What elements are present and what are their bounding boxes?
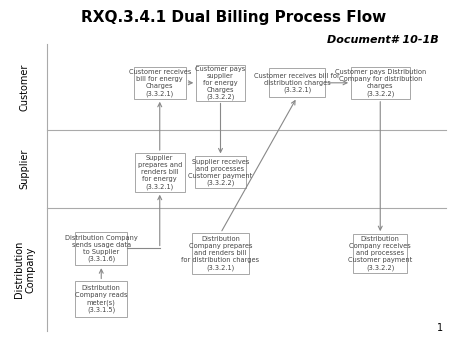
FancyBboxPatch shape (351, 67, 410, 99)
Text: Distribution
Company reads
meter(s)
(3.3.1.5): Distribution Company reads meter(s) (3.3… (75, 285, 127, 313)
FancyBboxPatch shape (76, 281, 127, 317)
FancyBboxPatch shape (194, 156, 247, 189)
Text: Supplier
prepares and
renders bill
for energy
(3.3.2.1): Supplier prepares and renders bill for e… (138, 155, 182, 190)
Text: 1: 1 (437, 323, 443, 333)
Text: Document# 10-1B: Document# 10-1B (327, 35, 439, 46)
Text: Customer receives
bill for energy
Charges
(3.3.2.1): Customer receives bill for energy Charge… (129, 69, 191, 97)
FancyBboxPatch shape (193, 233, 248, 274)
FancyBboxPatch shape (135, 153, 184, 192)
Text: Customer pays
supplier
for energy
Charges
(3.3.2.2): Customer pays supplier for energy Charge… (195, 66, 246, 100)
FancyBboxPatch shape (134, 67, 185, 99)
Text: Supplier receives
and processes
Customer payment
(3.3.2.2): Supplier receives and processes Customer… (189, 159, 252, 186)
Text: Customer: Customer (20, 63, 30, 111)
FancyBboxPatch shape (196, 65, 245, 101)
FancyBboxPatch shape (76, 232, 127, 265)
Text: Distribution Company
sends usage data
to Supplier
(3.3.1.6): Distribution Company sends usage data to… (65, 235, 138, 262)
Text: Distribution
Company receives
and processes
Customer payment
(3.3.2.2): Distribution Company receives and proces… (348, 236, 412, 271)
Text: Customer receives bill for
distribution charges
(3.3.2.1): Customer receives bill for distribution … (254, 73, 340, 93)
Text: Distribution
Company prepares
and renders bill
for distribution charges
(3.3.2.1: Distribution Company prepares and render… (181, 236, 260, 271)
Text: RXQ.3.4.1 Dual Billing Process Flow: RXQ.3.4.1 Dual Billing Process Flow (81, 10, 387, 25)
Text: Supplier: Supplier (20, 149, 30, 189)
FancyBboxPatch shape (353, 234, 407, 273)
Text: Customer pays Distribution
Company for distribution
charges
(3.3.2.2): Customer pays Distribution Company for d… (335, 69, 426, 97)
FancyBboxPatch shape (269, 68, 325, 97)
Text: Distribution
Company: Distribution Company (14, 241, 36, 298)
